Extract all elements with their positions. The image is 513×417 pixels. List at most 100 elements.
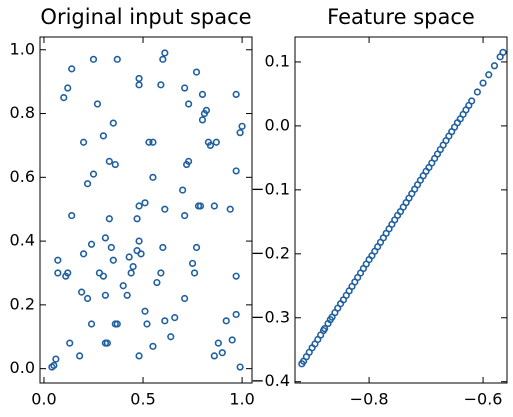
- data-point: [184, 157, 193, 165]
- data-point: [68, 65, 76, 73]
- data-point: [105, 157, 113, 165]
- data-point: [171, 314, 179, 322]
- data-point: [137, 250, 145, 258]
- data-point: [105, 215, 113, 223]
- data-point: [99, 132, 108, 140]
- data-point: [101, 234, 109, 242]
- data-point: [210, 202, 218, 210]
- data-point: [232, 310, 240, 319]
- data-point: [157, 81, 165, 89]
- data-point: [125, 253, 133, 261]
- data-point: [149, 138, 157, 146]
- data-point: [109, 119, 117, 127]
- data-point: [78, 288, 86, 296]
- data-point: [473, 88, 481, 96]
- data-point: [214, 339, 222, 347]
- data-point: [188, 259, 197, 268]
- data-point: [196, 202, 205, 210]
- data-point: [218, 349, 226, 357]
- data-point: [103, 339, 111, 347]
- data-point: [202, 106, 211, 114]
- data-point: [149, 342, 157, 350]
- x-tick-label: 0.0: [31, 390, 56, 409]
- data-point: [66, 339, 74, 347]
- data-point: [232, 90, 240, 99]
- y-tick-label: 0.0: [10, 358, 35, 377]
- data-point: [490, 62, 499, 70]
- data-point: [167, 333, 175, 341]
- data-point: [149, 173, 157, 181]
- data-point: [192, 68, 201, 76]
- data-point: [181, 294, 189, 303]
- data-point: [157, 269, 165, 277]
- data-point: [101, 291, 109, 299]
- y-tick-label: 1.0: [10, 39, 35, 58]
- data-point: [129, 263, 137, 271]
- y-tick-label: −0.4: [251, 371, 290, 390]
- data-point: [123, 291, 131, 299]
- data-point: [143, 320, 151, 328]
- data-point: [232, 167, 240, 175]
- data-point: [184, 100, 193, 108]
- x-tick-label: 1.0: [229, 390, 254, 409]
- data-point: [206, 141, 214, 150]
- data-point: [141, 307, 149, 315]
- data-point: [198, 90, 207, 99]
- data-point: [236, 363, 244, 371]
- data-point: [210, 352, 218, 360]
- data-point: [111, 160, 119, 169]
- panel: Feature space −0.8 −0.6 0.1 0.0 −0.1 −0.2 −0.3 −…: [251, 5, 508, 409]
- data-point: [111, 320, 119, 328]
- data-point: [52, 355, 60, 363]
- data-point: [113, 55, 121, 63]
- x-tick-label: 0.5: [130, 390, 155, 409]
- data-point: [135, 352, 143, 360]
- data-point: [238, 122, 246, 130]
- data-point: [89, 55, 98, 63]
- data-point: [135, 81, 143, 89]
- data-point: [161, 205, 169, 213]
- data-point: [479, 79, 487, 87]
- y-tick-label: 0.4: [10, 231, 35, 250]
- data-point: [192, 243, 201, 252]
- data-point: [133, 215, 141, 223]
- data-point: [79, 250, 88, 258]
- panel: Original input space 0.0 0.5 1.0 0.0 0.2 0.4 0.…: [10, 5, 255, 409]
- data-point: [50, 361, 58, 370]
- data-point: [83, 294, 92, 303]
- data-point: [83, 180, 92, 188]
- data-point: [107, 243, 115, 252]
- data-point: [87, 240, 96, 248]
- data-point: [76, 352, 84, 360]
- y-tick-label: −0.3: [251, 307, 290, 326]
- data-point: [60, 93, 68, 102]
- y-tick-label: 0.6: [10, 167, 35, 186]
- y-tick-label: −0.1: [251, 179, 290, 198]
- data-point: [145, 138, 153, 146]
- data-point: [232, 272, 240, 280]
- panel-title: Original input space: [40, 5, 251, 29]
- y-tick-label: 0.8: [10, 103, 35, 122]
- data-point: [153, 278, 161, 287]
- data-point: [135, 74, 143, 83]
- data-point: [228, 336, 236, 344]
- data-point: [236, 129, 244, 137]
- data-point: [181, 211, 189, 220]
- panel-title: Feature space: [327, 5, 475, 29]
- y-tick-label: 0.1: [265, 51, 290, 70]
- data-point: [159, 243, 167, 252]
- data-point: [321, 325, 329, 333]
- data-point: [181, 84, 189, 92]
- data-point: [161, 317, 169, 325]
- data-point: [54, 269, 62, 277]
- axes-frame: [39, 36, 253, 384]
- x-tick-label: −0.8: [350, 390, 389, 409]
- data-point: [64, 84, 72, 92]
- data-point: [499, 48, 507, 56]
- data-point: [87, 320, 96, 328]
- data-point: [99, 272, 108, 280]
- data-point: [226, 205, 234, 213]
- data-point: [468, 97, 476, 105]
- data-point: [222, 317, 230, 325]
